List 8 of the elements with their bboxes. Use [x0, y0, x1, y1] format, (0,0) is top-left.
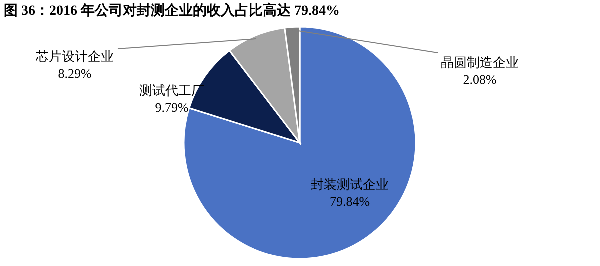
slice-label: 芯片设计企业 — [35, 49, 114, 64]
chart-title: 图 36：2016 年公司对封测企业的收入占比高达 79.84% — [4, 2, 340, 19]
data-label: 8.29% — [58, 66, 92, 81]
slice-label: 晶圆制造企业 — [441, 55, 519, 70]
slice-label: 封装测试企业 — [311, 177, 389, 192]
data-label: 79.84% — [330, 194, 370, 209]
data-label: 2.08% — [463, 72, 497, 87]
data-label: 9.79% — [155, 100, 189, 115]
